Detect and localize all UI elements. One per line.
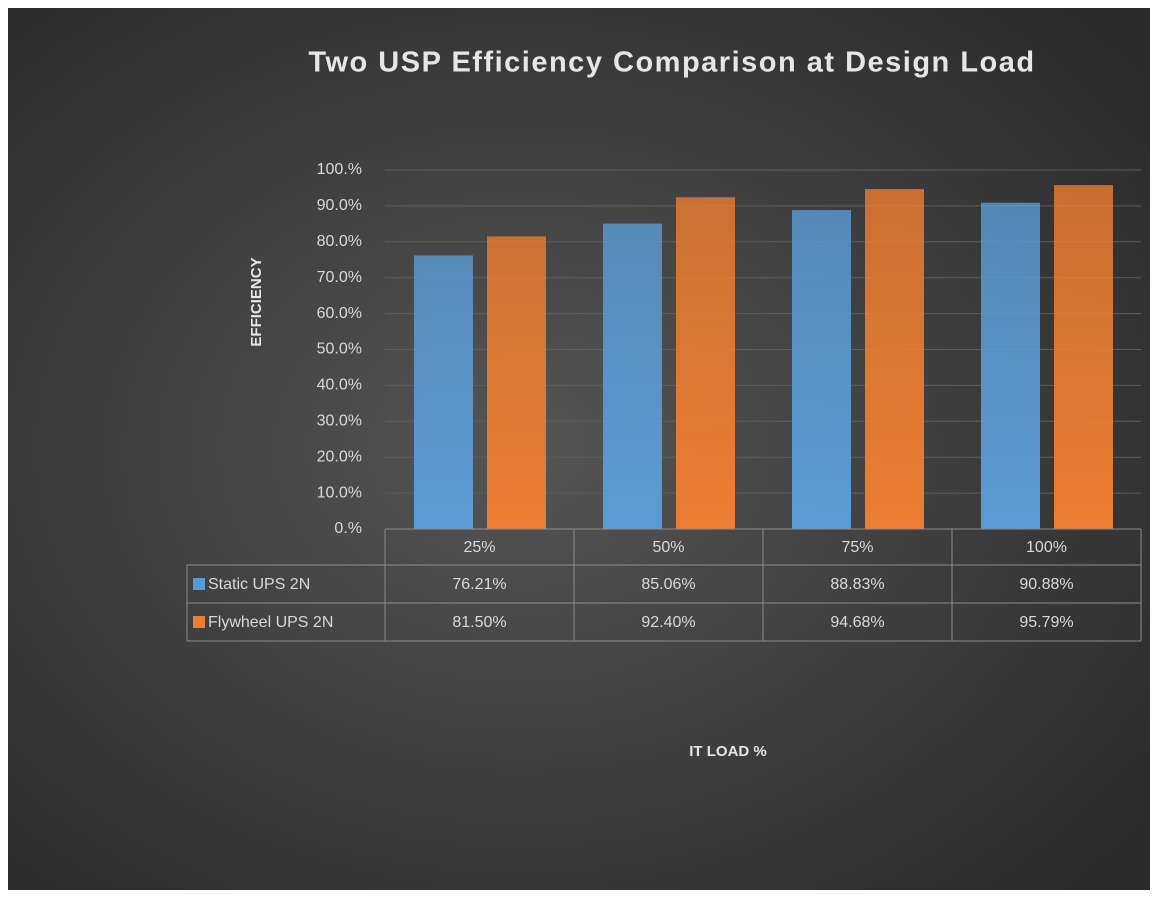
bar <box>981 202 1040 530</box>
legend-label: Static UPS 2N <box>208 576 310 593</box>
bar <box>792 210 851 530</box>
chart-title: Two USP Efficiency Comparison at Design … <box>308 47 1035 79</box>
data-label: 88.83% <box>830 576 884 593</box>
y-tick-label: 100.% <box>317 161 362 178</box>
data-label: 92.40% <box>641 614 695 631</box>
y-tick-label: 40.0% <box>317 377 362 394</box>
data-label: 94.68% <box>830 614 884 631</box>
bar <box>603 223 662 530</box>
y-tick-label: 20.0% <box>317 448 362 465</box>
chart-background <box>8 8 1150 890</box>
legend-swatch <box>193 578 205 590</box>
y-tick-label: 10.0% <box>317 484 362 501</box>
x-tick-label: 25% <box>463 539 495 556</box>
y-tick-label: 0.% <box>334 520 362 537</box>
bar <box>1054 185 1113 530</box>
data-label: 85.06% <box>641 576 695 593</box>
x-tick-label: 50% <box>652 539 684 556</box>
data-label: 90.88% <box>1019 576 1073 593</box>
x-tick-label: 100% <box>1026 539 1067 556</box>
y-tick-label: 90.0% <box>317 197 362 214</box>
data-label: 95.79% <box>1019 614 1073 631</box>
bar <box>414 255 473 529</box>
data-label: 76.21% <box>452 576 506 593</box>
legend-swatch <box>193 616 205 628</box>
bar <box>865 189 924 529</box>
y-axis-title: EFFICIENCY <box>248 257 265 346</box>
data-label: 81.50% <box>452 614 506 631</box>
x-tick-label: 75% <box>841 539 873 556</box>
legend-label: Flywheel UPS 2N <box>208 614 333 631</box>
y-tick-label: 60.0% <box>317 305 362 322</box>
y-tick-label: 80.0% <box>317 233 362 250</box>
bar <box>487 236 546 530</box>
y-tick-label: 50.0% <box>317 341 362 358</box>
y-tick-label: 70.0% <box>317 269 362 286</box>
x-axis-title: IT LOAD % <box>689 743 767 760</box>
y-tick-label: 30.0% <box>317 413 362 430</box>
bar <box>676 197 735 529</box>
